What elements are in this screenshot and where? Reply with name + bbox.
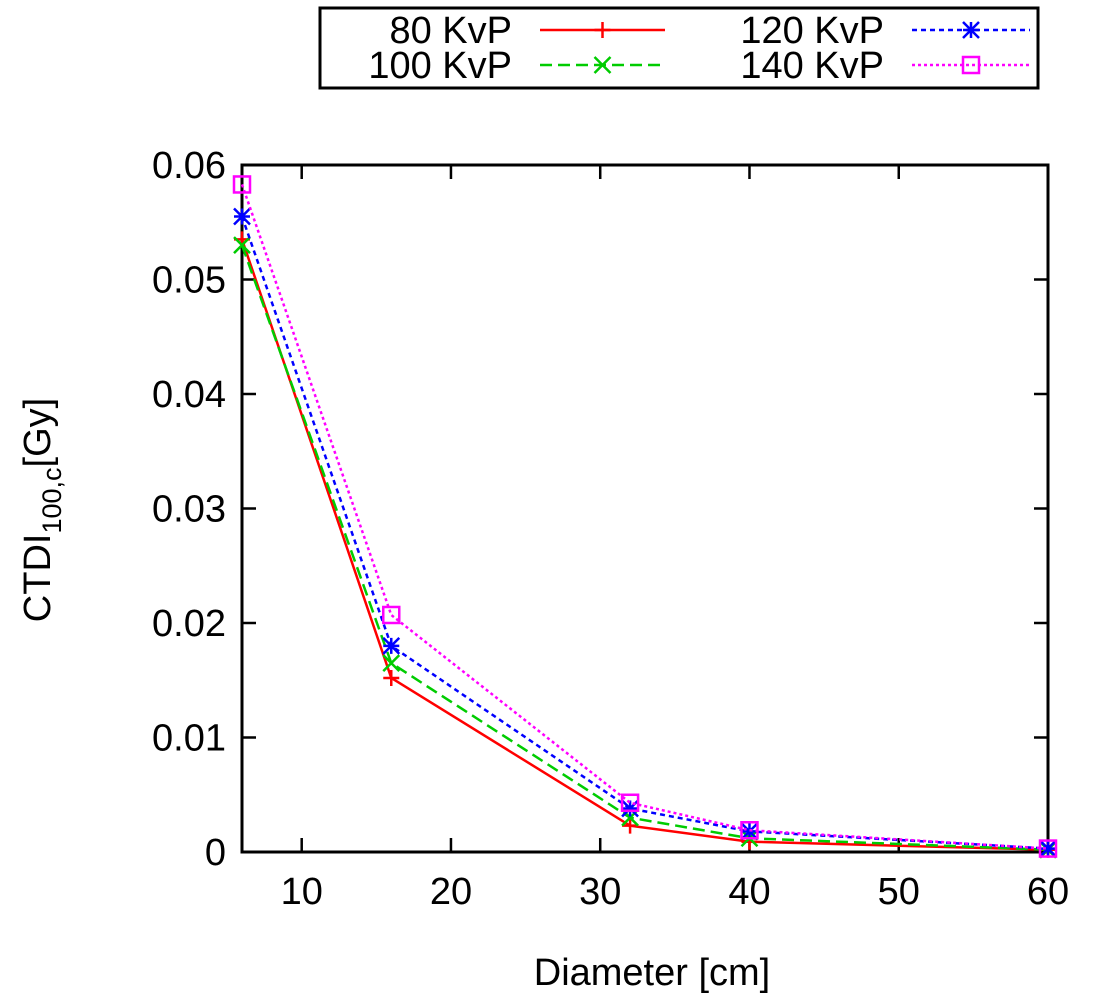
y-axis-label-subscript: 100,c: [37, 467, 67, 533]
y-tick-label: 0.03: [152, 489, 226, 531]
data-point: [1038, 839, 1058, 858]
series-3: [233, 207, 1057, 858]
legend-marker: [593, 56, 612, 74]
series-1: [234, 231, 1056, 858]
legend-box: [318, 6, 1040, 90]
data-point: [622, 817, 639, 834]
y-axis-label: CTDI100,c[Gy]: [17, 398, 67, 622]
legend-label: 140 KvP: [740, 45, 884, 87]
data-point: [383, 669, 400, 686]
x-tick-label: 60: [1027, 871, 1069, 913]
data-point: [233, 236, 251, 255]
series-4: [232, 175, 1058, 858]
data-point: [621, 799, 639, 818]
data-point: [233, 207, 251, 226]
legend-item: 120 KvP: [740, 10, 1030, 52]
series-line: [240, 184, 1049, 850]
y-tick-label: 0.06: [152, 145, 226, 187]
y-tick-label: 0.05: [152, 260, 226, 302]
x-tick-label: 30: [579, 871, 621, 913]
series-2: [233, 236, 1057, 859]
x-tick-label: 10: [281, 871, 323, 913]
y-tick-label: 0.04: [152, 374, 226, 416]
legend-marker: [962, 21, 980, 39]
x-axis-label: Diameter [cm]: [534, 952, 770, 994]
data-point: [620, 793, 640, 813]
legend-label: 120 KvP: [740, 10, 884, 52]
axes: 10 20 30 40 50 60 0 0.01 0.02 0.03 0.04 0.05 0.06: [152, 145, 1069, 913]
data-point: [740, 820, 759, 840]
data-point: [382, 637, 401, 655]
legend-item: 100 KvP: [368, 45, 665, 87]
data-point: [232, 175, 252, 194]
y-tick-label: 0: [205, 832, 226, 874]
legend-item: 140 KvP: [740, 45, 1030, 87]
y-tick-label: 0.02: [152, 603, 226, 645]
legend-marker: [961, 55, 981, 75]
series-line: [240, 239, 1049, 851]
legend-marker: [594, 22, 611, 38]
y-axis-label-main: CTDI: [17, 534, 59, 623]
x-tick-label: 40: [728, 871, 770, 913]
legend-label: 100 KvP: [368, 45, 512, 87]
series-line: [240, 216, 1049, 850]
y-tick-label: 0.01: [152, 718, 226, 760]
x-tick-label: 20: [430, 871, 472, 913]
plot-frame: [240, 163, 1050, 854]
data-point: [1039, 839, 1057, 858]
legend-label: 80 KvP: [389, 10, 512, 52]
legend-item: 80 KvP: [389, 10, 665, 52]
x-tick-label: 50: [878, 871, 920, 913]
series-group: [232, 175, 1058, 859]
data-point: [382, 654, 401, 672]
series-line: [240, 244, 1049, 851]
y-axis-label-suffix: [Gy]: [17, 398, 59, 468]
data-point: [382, 605, 401, 625]
